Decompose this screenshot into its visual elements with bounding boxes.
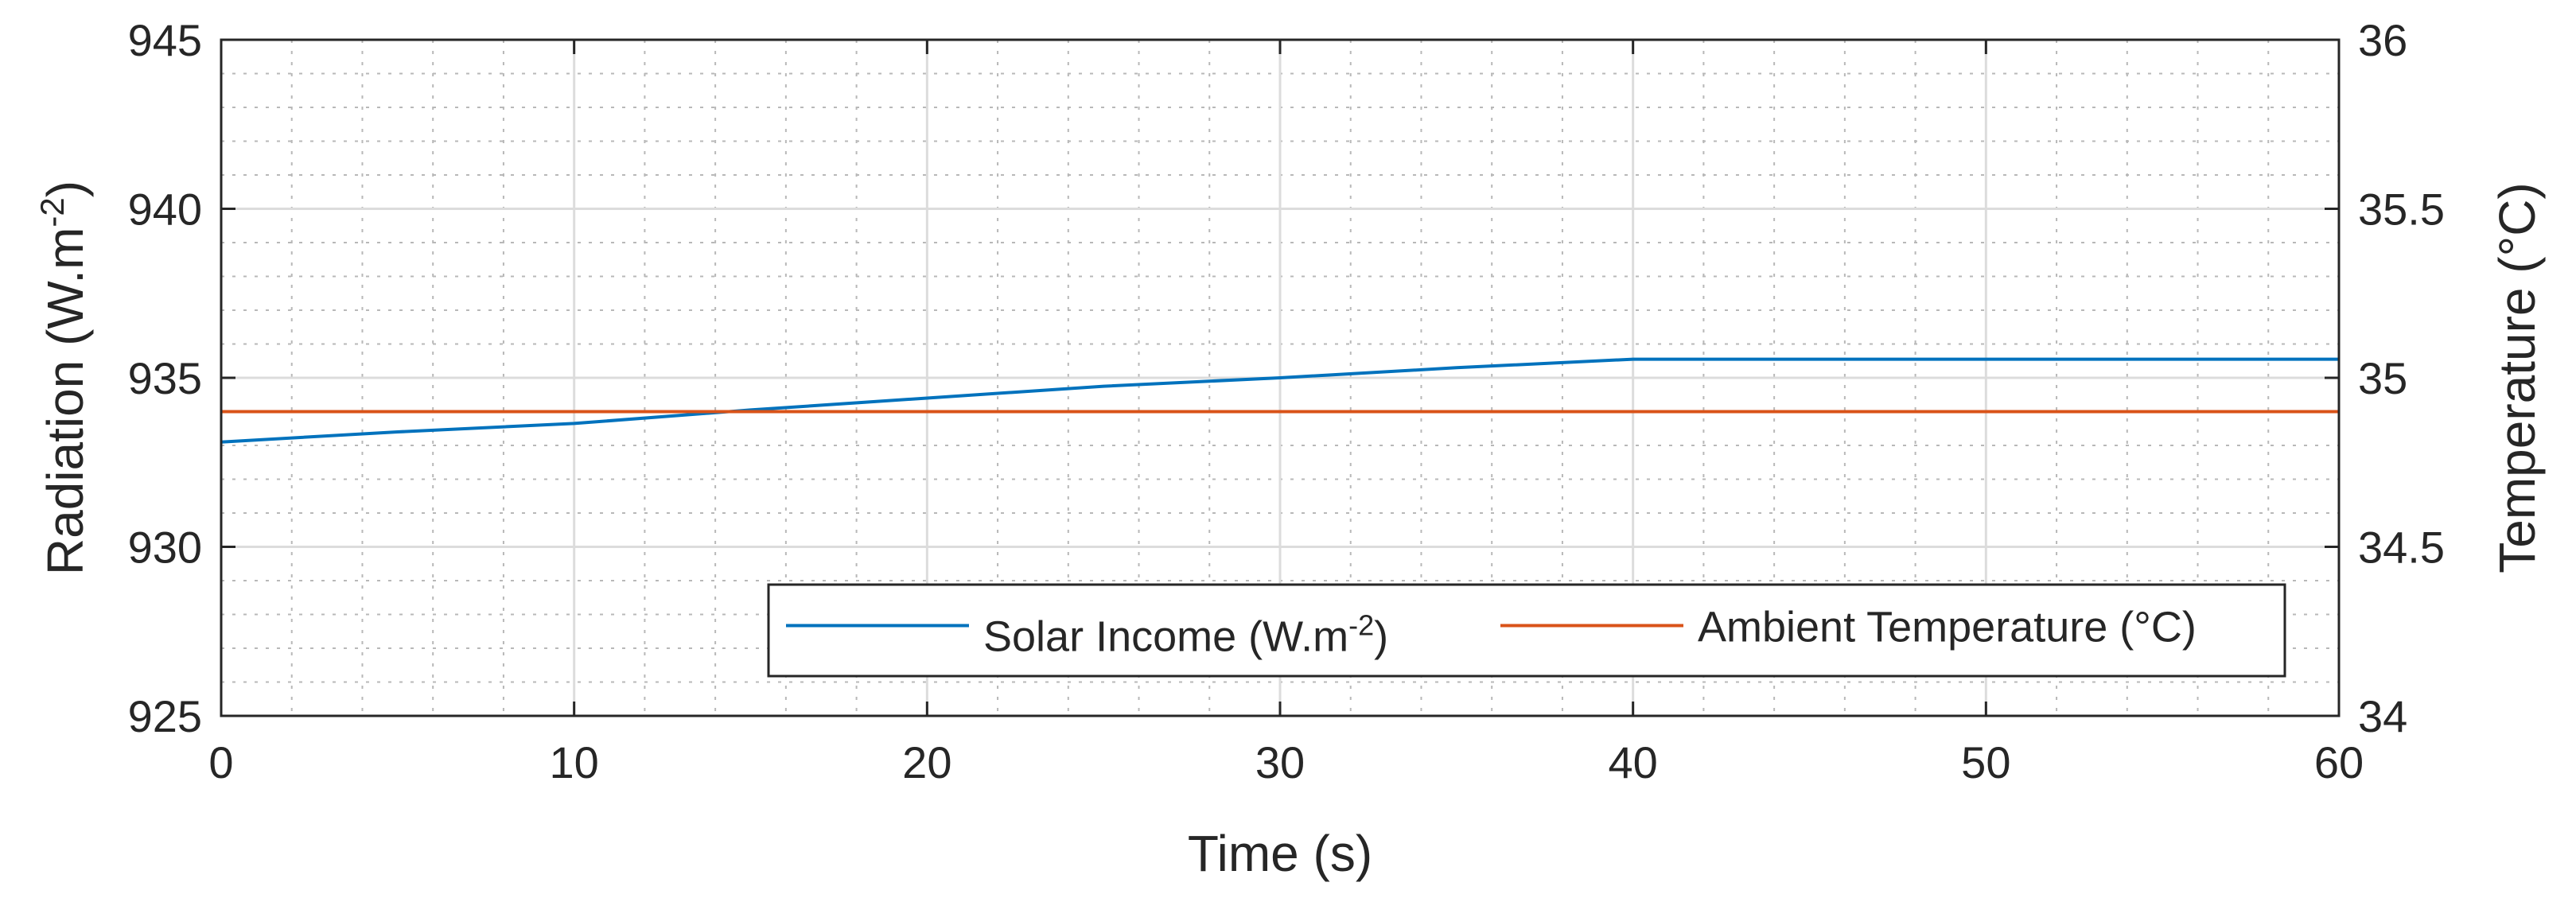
x-tick-label: 0 bbox=[208, 737, 233, 787]
y-axis-right-label: Temperature (°C) bbox=[2488, 182, 2546, 573]
legend-label-ambient-temperature: Ambient Temperature (°C) bbox=[1698, 604, 2197, 651]
x-tick-label: 30 bbox=[1255, 737, 1305, 787]
legend-label-solar-income-text: Solar Income (W.m bbox=[983, 613, 1348, 661]
x-tick-label: 20 bbox=[902, 737, 951, 787]
series-layer bbox=[220, 357, 2339, 444]
legend-label-solar-income: Solar Income (W.m-2) bbox=[983, 609, 1388, 661]
y-left-tick-label: 925 bbox=[128, 691, 202, 741]
legend-label-solar-income-sup: -2 bbox=[1348, 609, 1374, 642]
y-left-tick-label: 945 bbox=[128, 15, 202, 65]
legend: Solar Income (W.m-2) Ambient Temperature… bbox=[767, 583, 2286, 678]
series-line-solar-income bbox=[220, 357, 2339, 444]
y-right-tick-label: 34.5 bbox=[2358, 523, 2445, 573]
y-axis-left-label-text: Radiation (W.m bbox=[37, 227, 94, 575]
y-axis-left-label: Radiation (W.m-2) bbox=[33, 181, 94, 575]
y-right-tick-label: 34 bbox=[2358, 691, 2407, 741]
legend-label-solar-income-suffix: ) bbox=[1374, 613, 1388, 661]
axis-ticks bbox=[220, 38, 2341, 717]
x-tick-label: 10 bbox=[550, 737, 599, 787]
tick-labels: 0 10 20 30 40 50 60 925 930 935 940 945 34 34.5 35 35.5… bbox=[128, 15, 2445, 787]
x-axis-label: Time (s) bbox=[1188, 825, 1372, 882]
y-left-tick-label: 935 bbox=[128, 353, 202, 403]
y-right-tick-label: 35 bbox=[2358, 353, 2407, 403]
y-right-tick-label: 35.5 bbox=[2358, 185, 2445, 235]
y-left-tick-label: 930 bbox=[128, 523, 202, 573]
y-axis-left-label-suffix: ) bbox=[37, 181, 94, 197]
x-tick-label: 60 bbox=[2314, 737, 2364, 787]
x-tick-label: 50 bbox=[1961, 737, 2010, 787]
y-right-tick-label: 36 bbox=[2358, 15, 2407, 65]
y-axis-left-label-sup: -2 bbox=[33, 197, 71, 227]
x-tick-label: 40 bbox=[1609, 737, 1658, 787]
legend-box bbox=[767, 583, 2286, 678]
y-left-tick-label: 940 bbox=[128, 185, 202, 235]
